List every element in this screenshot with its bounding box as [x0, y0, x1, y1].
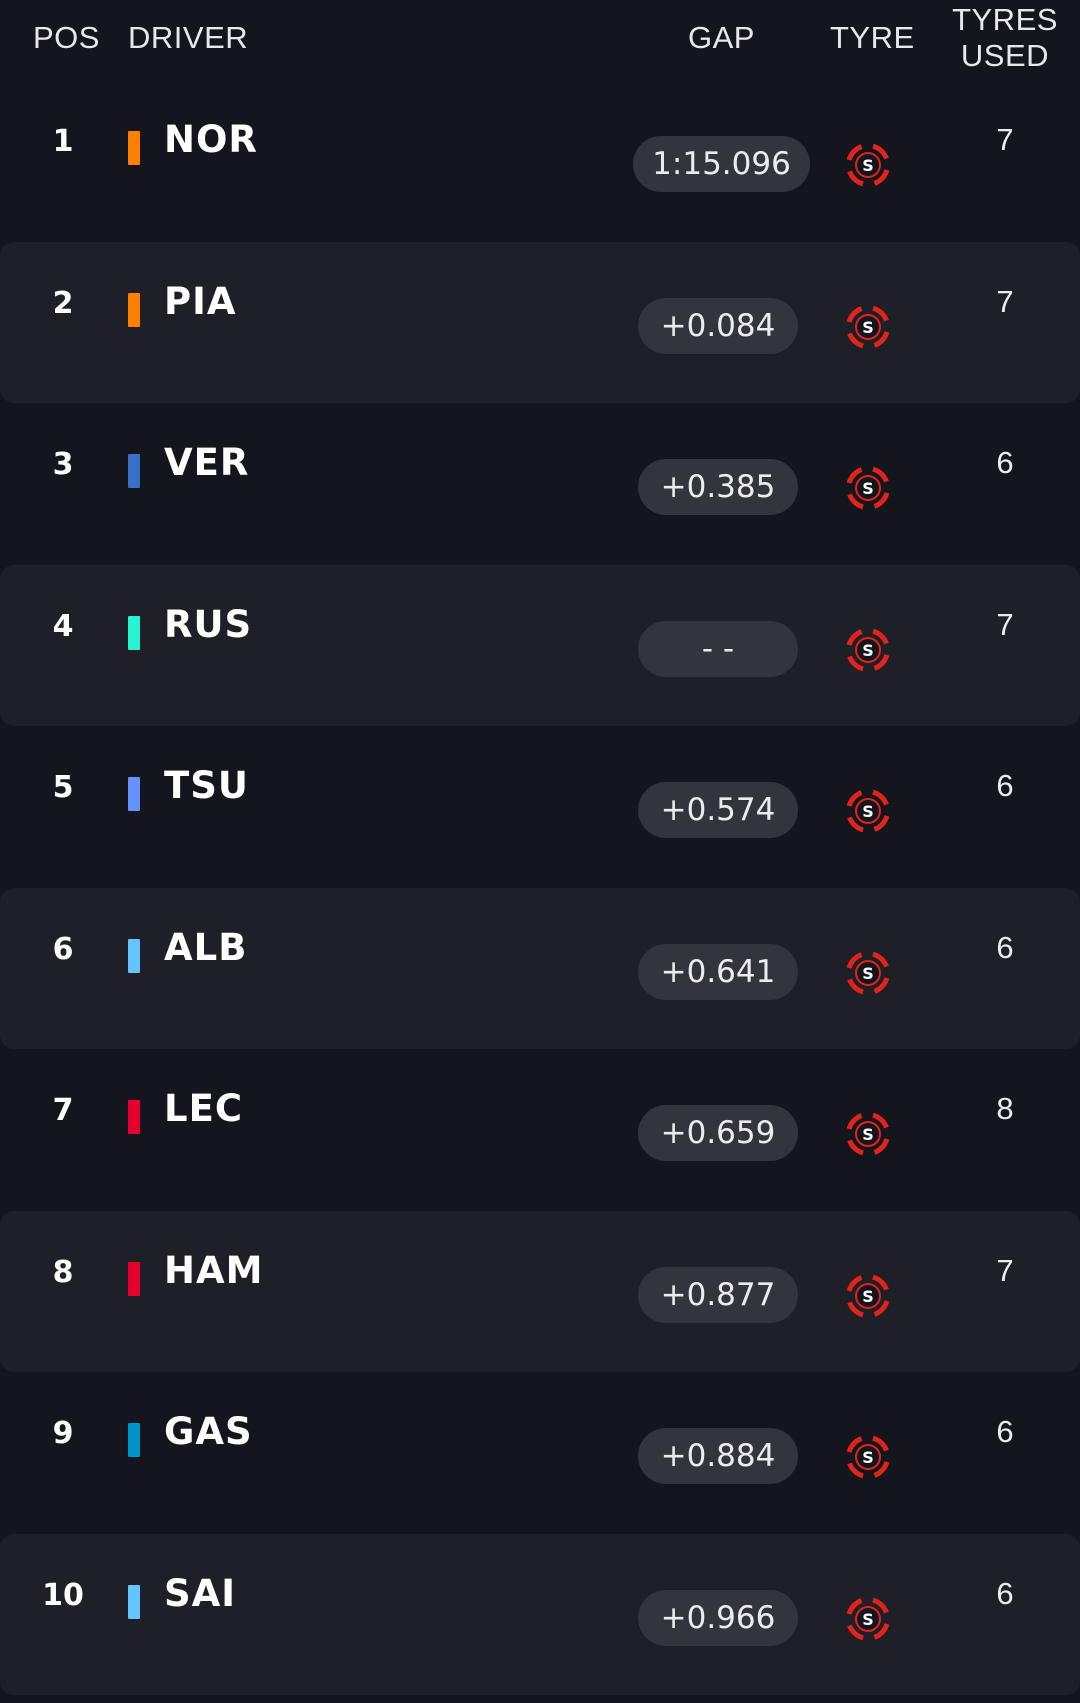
team-color-bar	[128, 131, 140, 165]
table-row-lec[interactable]: 7 LEC +0.659 S 8	[0, 1049, 1080, 1211]
svg-text:S: S	[862, 802, 874, 821]
team-color-bar	[128, 615, 140, 650]
svg-text:S: S	[862, 156, 874, 175]
tyres-used-count: 6	[996, 1575, 1014, 1611]
gap-badge: +0.966	[638, 1589, 798, 1646]
position-number: 8	[52, 1254, 74, 1290]
svg-text:S: S	[862, 641, 874, 660]
gap-badge: +0.084	[638, 297, 798, 354]
soft-tyre-icon: S	[846, 304, 890, 349]
team-color-bar	[128, 1423, 140, 1457]
svg-text:S: S	[862, 1448, 874, 1467]
driver-code: NOR	[164, 118, 258, 161]
soft-tyre-icon: S	[846, 1435, 890, 1479]
gap-badge: 1:15.096	[633, 136, 810, 192]
header-tyres-used-line1: TYRES	[952, 2, 1058, 37]
position-number: 7	[52, 1093, 74, 1128]
team-color-bar	[128, 1261, 140, 1296]
driver-code: TSU	[164, 764, 249, 807]
gap-badge: +0.884	[638, 1428, 798, 1484]
soft-tyre-icon: S	[846, 143, 890, 187]
team-color-bar	[128, 1100, 140, 1134]
soft-tyre-icon: S	[846, 627, 890, 672]
gap-badge: +0.385	[638, 459, 798, 515]
svg-text:S: S	[862, 1610, 874, 1629]
table-row-tsu[interactable]: 5 TSU +0.574 S 6	[0, 726, 1080, 888]
gap-badge: - -	[638, 620, 798, 677]
tyres-used-count: 7	[996, 1252, 1014, 1288]
position-number: 1	[52, 124, 74, 159]
header-tyres-used-line2: USED	[960, 38, 1050, 73]
header-gap: GAP	[688, 20, 755, 55]
results-list: 1 NOR 1:15.096 S 7 2 PIA +0.084 S 7 3 VE…	[0, 80, 1080, 1695]
table-header: POS DRIVER GAP TYRE TYRES USED	[0, 0, 1080, 80]
tyres-used-count: 6	[996, 1414, 1014, 1449]
soft-tyre-icon: S	[846, 1596, 890, 1641]
table-row-alb[interactable]: 6 ALB +0.641 S 6	[0, 887, 1080, 1049]
driver-code: SAI	[164, 1571, 237, 1615]
table-row-gas[interactable]: 9 GAS +0.884 S 6	[0, 1372, 1080, 1534]
svg-text:S: S	[862, 318, 874, 337]
header-driver: DRIVER	[128, 20, 249, 55]
team-color-bar	[128, 292, 140, 327]
tyres-used-count: 6	[996, 445, 1014, 480]
team-color-bar	[128, 1584, 140, 1619]
svg-text:S: S	[862, 479, 874, 498]
svg-text:S: S	[862, 964, 874, 983]
tyres-used-count: 6	[996, 768, 1014, 803]
gap-badge: +0.574	[638, 782, 798, 838]
team-color-bar	[128, 454, 140, 488]
tyres-used-count: 7	[996, 122, 1014, 157]
table-row-pia[interactable]: 2 PIA +0.084 S 7	[0, 241, 1080, 403]
table-row-ver[interactable]: 3 VER +0.385 S 6	[0, 403, 1080, 565]
tyres-used-count: 7	[996, 606, 1014, 642]
gap-badge: +0.877	[638, 1266, 798, 1323]
position-number: 5	[52, 770, 74, 805]
team-color-bar	[128, 777, 140, 811]
table-row-sai[interactable]: 10 SAI +0.966 S 6	[0, 1533, 1080, 1695]
soft-tyre-icon: S	[846, 1273, 890, 1318]
gap-badge: +0.659	[638, 1105, 798, 1161]
soft-tyre-icon: S	[846, 466, 890, 510]
position-number: 6	[52, 931, 74, 967]
soft-tyre-icon: S	[846, 789, 890, 833]
driver-code: PIA	[164, 279, 237, 323]
header-tyre: TYRE	[830, 20, 915, 55]
header-pos: POS	[33, 20, 100, 55]
driver-code: RUS	[164, 602, 253, 646]
driver-code: VER	[164, 441, 250, 484]
tyres-used-count: 8	[996, 1091, 1014, 1126]
tyres-used-count: 6	[996, 929, 1014, 965]
soft-tyre-icon: S	[846, 1112, 890, 1156]
svg-text:S: S	[862, 1287, 874, 1306]
driver-code: LEC	[164, 1087, 244, 1130]
driver-code: HAM	[164, 1248, 264, 1292]
table-row-ham[interactable]: 8 HAM +0.877 S 7	[0, 1210, 1080, 1372]
tyres-used-count: 7	[996, 283, 1014, 319]
driver-code: GAS	[164, 1410, 253, 1453]
header-tyres-used: TYRES USED	[950, 2, 1060, 74]
table-row-rus[interactable]: 4 RUS - - S 7	[0, 564, 1080, 726]
svg-text:S: S	[862, 1125, 874, 1144]
position-number: 10	[42, 1577, 84, 1613]
gap-badge: +0.641	[638, 943, 798, 1000]
position-number: 9	[52, 1416, 74, 1451]
soft-tyre-icon: S	[846, 950, 890, 995]
driver-code: ALB	[164, 925, 248, 969]
team-color-bar	[128, 938, 140, 973]
position-number: 3	[52, 447, 74, 482]
table-row-nor[interactable]: 1 NOR 1:15.096 S 7	[0, 80, 1080, 242]
position-number: 2	[52, 285, 74, 321]
position-number: 4	[52, 608, 74, 644]
